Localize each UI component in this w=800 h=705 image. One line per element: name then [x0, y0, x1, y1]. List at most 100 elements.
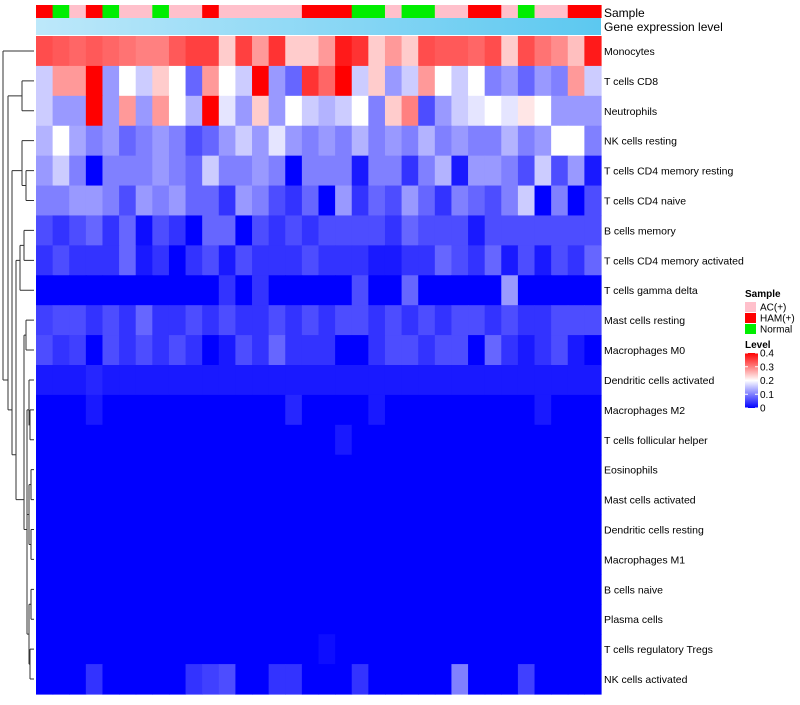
row-label: NK cells activated	[604, 674, 688, 686]
heatmap-cell	[434, 335, 453, 366]
heatmap-cell	[52, 514, 70, 546]
heatmap-cell	[584, 574, 602, 605]
heatmap-cell	[218, 335, 237, 366]
legend-swatch	[745, 324, 756, 334]
heatmap-cell	[567, 335, 585, 366]
heatmap-cell	[235, 514, 253, 546]
heatmap-cell	[468, 185, 486, 217]
heatmap-cell	[135, 424, 153, 456]
heatmap-cell	[135, 394, 153, 426]
heatmap-cell	[418, 155, 436, 187]
legend-swatch	[745, 313, 756, 323]
heatmap-cell	[252, 335, 270, 366]
heatmap-cell	[202, 245, 220, 276]
heatmap-cell	[484, 125, 502, 157]
heatmap-cell	[584, 454, 602, 486]
sample-cell	[501, 5, 519, 18]
heatmap-cell	[551, 215, 569, 246]
heatmap-cell	[368, 245, 386, 276]
heatmap-cell	[85, 365, 104, 396]
heatmap-cell	[202, 484, 220, 516]
heatmap-cell	[351, 574, 369, 605]
heatmap-cell	[517, 95, 536, 127]
heatmap-cell	[69, 275, 87, 306]
heatmap-cell	[418, 664, 436, 695]
heatmap-cell	[285, 125, 303, 157]
heatmap-cell	[468, 305, 486, 336]
heatmap-cell	[335, 365, 353, 396]
heatmap-cell	[567, 155, 585, 187]
heatmap-cell	[468, 454, 486, 486]
sample-cell	[135, 5, 153, 18]
heatmap-cell	[551, 155, 569, 187]
heatmap-cell	[517, 365, 536, 396]
heatmap-cell	[335, 574, 353, 605]
heatmap-cell	[52, 65, 70, 97]
heatmap-cell	[119, 394, 137, 426]
heatmap-cell	[484, 335, 502, 366]
heatmap-cell	[102, 484, 120, 516]
heatmap-cell	[268, 544, 286, 575]
heatmap-cell	[168, 394, 187, 426]
heatmap-cell	[468, 424, 486, 456]
heatmap-cell	[351, 394, 369, 426]
heatmap-cell	[85, 185, 104, 217]
heatmap-cell	[52, 305, 70, 336]
heatmap-cell	[218, 155, 237, 187]
heatmap-cell	[185, 394, 203, 426]
heatmap-cell	[168, 514, 187, 546]
heatmap-cell	[451, 424, 469, 456]
dendrogram-branch	[2, 50, 34, 381]
heatmap-cell	[69, 65, 87, 97]
heatmap-cell	[567, 454, 585, 486]
heatmap-cell	[285, 185, 303, 217]
heatmap-cell	[318, 574, 336, 605]
heatmap-cell	[235, 484, 253, 516]
heatmap-cell	[102, 245, 120, 276]
heatmap-cell	[218, 424, 237, 456]
heatmap-cell	[135, 454, 153, 486]
dendrogram-branch	[11, 170, 22, 456]
heatmap-cell	[451, 544, 469, 575]
heatmap-cell	[268, 155, 286, 187]
heatmap-cell	[517, 394, 536, 426]
heatmap-cell	[52, 394, 70, 426]
heatmap-cell	[335, 125, 353, 157]
sample-track-label: Sample	[604, 6, 645, 20]
heatmap-cell	[152, 275, 170, 306]
heatmap-cell	[468, 65, 486, 97]
heatmap-cell	[351, 604, 369, 635]
heatmap-cell	[534, 604, 552, 635]
heatmap-cell	[85, 454, 104, 486]
heatmap-cell	[434, 36, 453, 67]
heatmap-cell	[285, 36, 303, 67]
row-label: Dendritic cells activated	[604, 375, 714, 387]
heatmap-cell	[85, 215, 104, 246]
heatmap-cell	[534, 484, 552, 516]
heatmap-cell	[451, 275, 469, 306]
heatmap-cell	[484, 424, 502, 456]
heatmap-cell	[85, 634, 104, 665]
sample-cell	[185, 5, 203, 18]
heatmap-cell	[384, 155, 403, 187]
heatmap-cell	[584, 335, 602, 366]
heatmap-cell	[401, 185, 419, 217]
heatmap-cell	[368, 305, 386, 336]
heatmap-cell	[418, 365, 436, 396]
heatmap-cell	[418, 215, 436, 246]
row-label: T cells CD4 naive	[604, 196, 686, 208]
heatmap-cell	[584, 514, 602, 546]
sample-cell	[218, 5, 237, 18]
heatmap-cell	[69, 365, 87, 396]
heatmap-cell	[168, 95, 187, 127]
heatmap-cell	[484, 65, 502, 97]
heatmap-cell	[501, 305, 519, 336]
heatmap-cell	[36, 36, 54, 67]
expression-track-label: Gene expression level	[604, 20, 723, 34]
heatmap-cell	[484, 215, 502, 246]
heatmap-cell	[202, 155, 220, 187]
heatmap-cell	[318, 634, 336, 665]
heatmap-cell	[501, 95, 519, 127]
heatmap-cell	[368, 484, 386, 516]
heatmap-cell	[285, 365, 303, 396]
